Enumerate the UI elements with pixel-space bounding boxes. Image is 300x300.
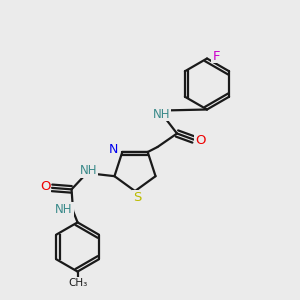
Text: NH: NH bbox=[55, 203, 73, 216]
Text: N: N bbox=[109, 142, 119, 155]
Text: F: F bbox=[212, 50, 220, 63]
Text: NH: NH bbox=[153, 107, 171, 121]
Text: O: O bbox=[40, 181, 51, 194]
Text: CH₃: CH₃ bbox=[68, 278, 87, 288]
Text: O: O bbox=[195, 134, 206, 147]
Text: S: S bbox=[133, 190, 142, 204]
Text: NH: NH bbox=[80, 164, 98, 177]
